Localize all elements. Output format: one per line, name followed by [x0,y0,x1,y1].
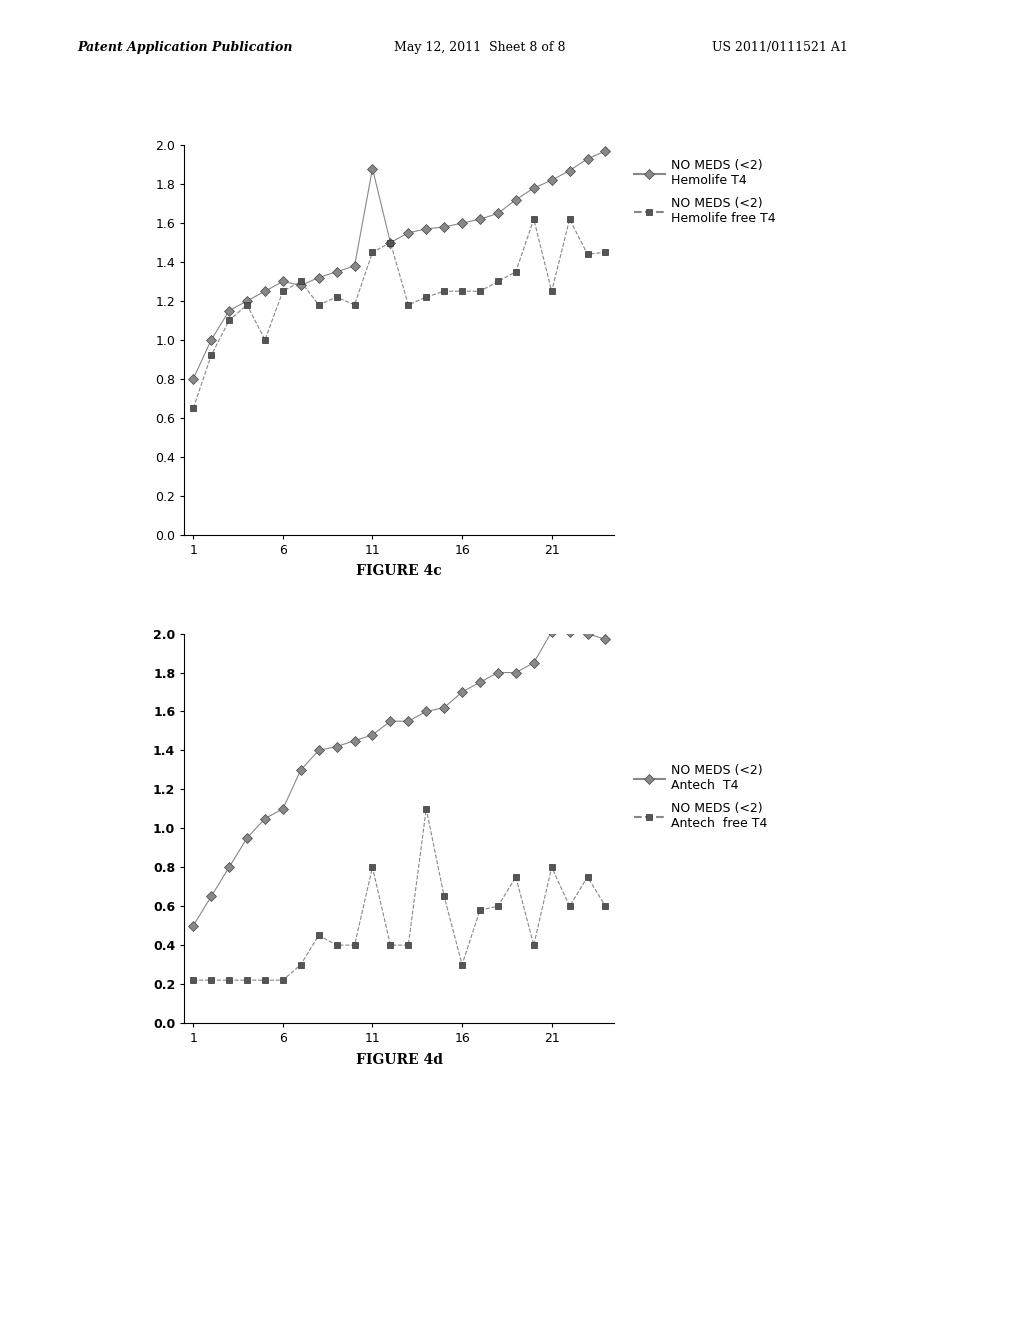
Text: US 2011/0111521 A1: US 2011/0111521 A1 [712,41,848,54]
Legend: NO MEDS (<2)
Antech  T4, NO MEDS (<2)
Antech  free T4: NO MEDS (<2) Antech T4, NO MEDS (<2) Ant… [634,764,767,830]
Text: FIGURE 4d: FIGURE 4d [356,1053,442,1068]
Text: FIGURE 4c: FIGURE 4c [356,564,442,578]
Legend: NO MEDS (<2)
Hemolife T4, NO MEDS (<2)
Hemolife free T4: NO MEDS (<2) Hemolife T4, NO MEDS (<2) H… [634,160,775,226]
Text: May 12, 2011  Sheet 8 of 8: May 12, 2011 Sheet 8 of 8 [394,41,565,54]
Text: Patent Application Publication: Patent Application Publication [77,41,292,54]
